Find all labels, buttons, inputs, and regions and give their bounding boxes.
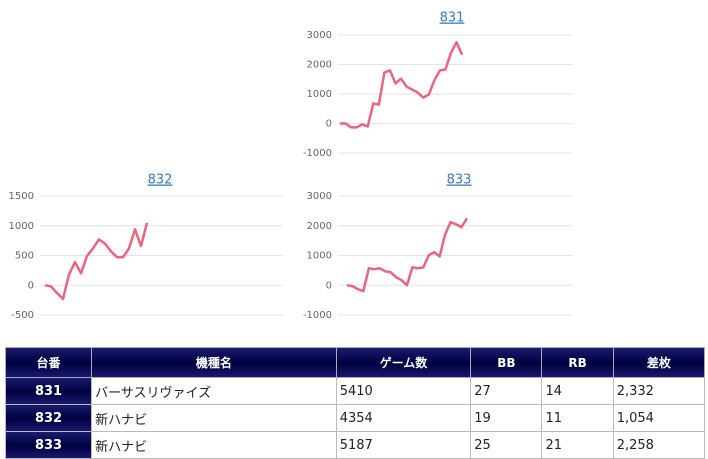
chart-title[interactable]: 831: [440, 11, 465, 26]
y-tick-label: 1000: [9, 221, 34, 232]
y-tick-label: 2000: [307, 221, 332, 232]
table-cell: 2,258: [612, 431, 706, 459]
y-tick-label: -500: [11, 310, 34, 321]
table-row: 832 新ハナビ 4354 19 11 1,054: [4, 404, 706, 432]
table-row: 831 バーサスリヴァイズ 5410 27 14 2,332: [4, 377, 706, 405]
table-cell: 27: [470, 377, 543, 405]
header-cell: 差枚: [612, 347, 706, 378]
y-tick-label: 0: [326, 119, 332, 130]
table-cell: 21: [541, 431, 614, 459]
table-row: 833 新ハナビ 5187 25 21 2,258: [4, 431, 706, 459]
y-tick-label: -1000: [303, 310, 332, 321]
table-cell: 新ハナビ: [91, 404, 337, 432]
chart-title[interactable]: 833: [447, 173, 472, 188]
y-tick-label: 1000: [307, 251, 332, 262]
charts: 831 -1000 0 1000 2000 3000 832 -500 0 500 1000 1500…: [9, 11, 572, 321]
y-tick-label: 1000: [307, 89, 332, 100]
machine-number: 833: [4, 431, 93, 459]
y-tick-label: 1500: [9, 191, 34, 202]
y-tick-label: 500: [15, 251, 34, 262]
table-cell: 14: [541, 377, 614, 405]
table-cell: 25: [470, 431, 543, 459]
data-line: [44, 222, 149, 301]
data-line: [340, 41, 464, 129]
chart-title[interactable]: 832: [148, 173, 173, 188]
machine-number: 832: [4, 404, 93, 432]
header-cell: 台番: [4, 347, 93, 378]
table-cell: 5187: [335, 431, 472, 459]
data-line: [346, 217, 468, 293]
header-cell: RB: [541, 347, 614, 378]
y-tick-label: 3000: [307, 191, 332, 202]
result-table: 台番 機種名 ゲーム数 BB RB 差枚 831 バーサスリヴァイズ 5410 27 14 2,33…: [4, 347, 706, 459]
header-row: 台番 機種名 ゲーム数 BB RB 差枚: [4, 347, 706, 378]
table-cell: 2,332: [612, 377, 706, 405]
table-cell: 1,054: [612, 404, 706, 432]
table-cell: 4354: [335, 404, 472, 432]
table-cell: 5410: [335, 377, 472, 405]
y-tick-label: 2000: [307, 60, 332, 71]
y-tick-label: 0: [28, 280, 34, 291]
table-cell: 新ハナビ: [91, 431, 337, 459]
header-cell: BB: [470, 347, 543, 378]
y-tick-label: 3000: [307, 30, 332, 41]
table-cell: バーサスリヴァイズ: [91, 377, 337, 405]
table-body: 831 バーサスリヴァイズ 5410 27 14 2,332 832 新ハナビ 4354 19 11…: [4, 377, 706, 459]
machine-number: 831: [4, 377, 93, 405]
header-cell: ゲーム数: [335, 347, 472, 378]
y-tick-label: 0: [326, 280, 332, 291]
table-cell: 11: [541, 404, 614, 432]
table-cell: 19: [470, 404, 543, 432]
y-tick-label: -1000: [303, 148, 332, 159]
header-cell: 機種名: [91, 347, 337, 378]
